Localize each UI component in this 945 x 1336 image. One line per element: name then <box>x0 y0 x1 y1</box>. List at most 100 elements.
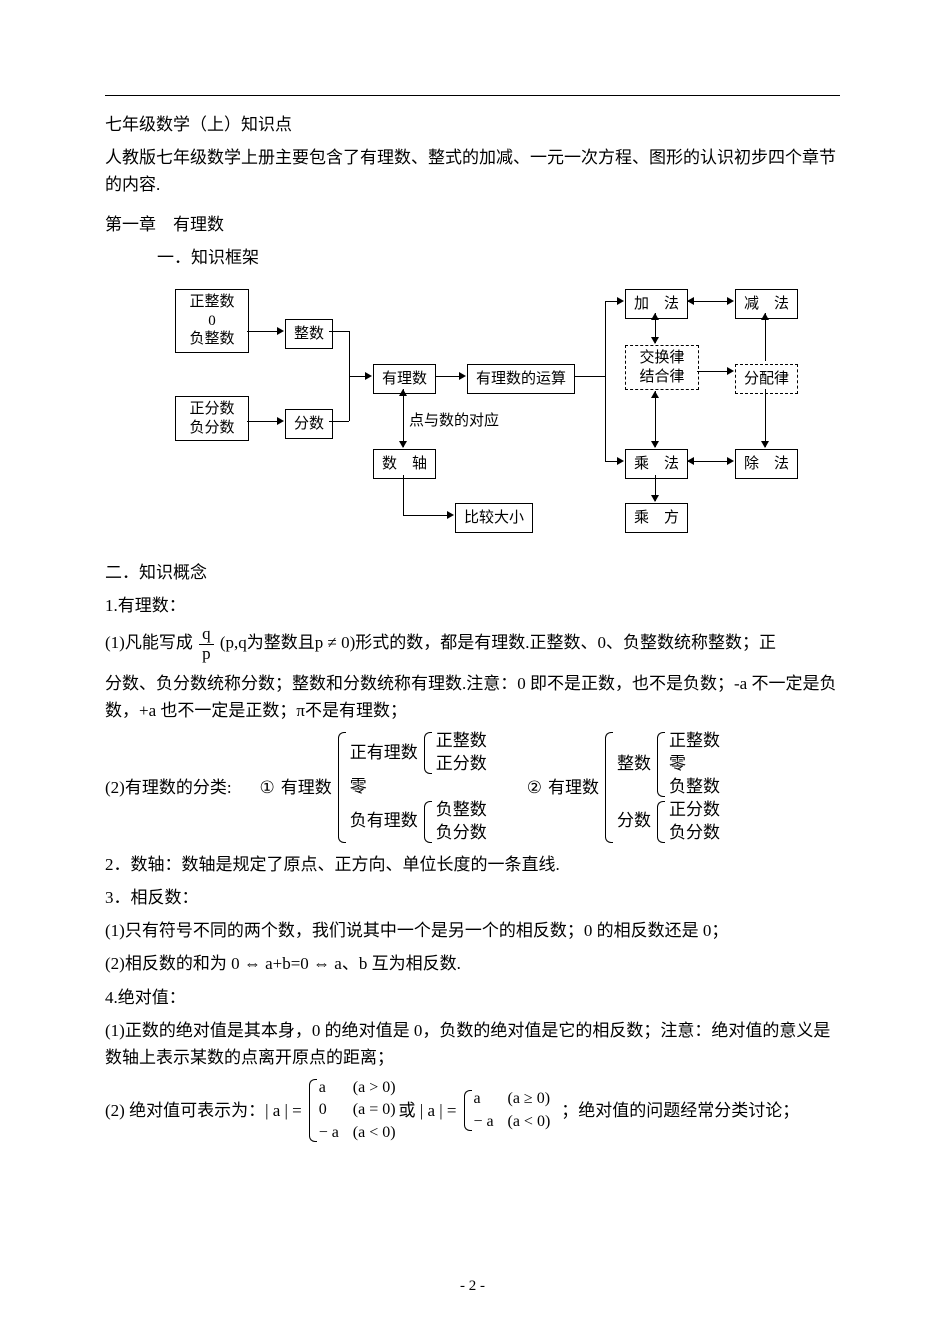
conn <box>403 389 404 447</box>
section-a-heading: 一．知识框架 <box>105 244 840 271</box>
item2: 2．数轴：数轴是规定了原点、正方向、单位长度的一条直线. <box>105 851 840 878</box>
fraction-numerator: q <box>199 625 214 645</box>
text: (1)凡能写成 <box>105 633 197 652</box>
node-f: 比较大小 <box>455 503 533 533</box>
group-label: 正有理数 <box>350 730 420 776</box>
classify-group: 正有理数 正整数 正分数 <box>350 730 487 776</box>
group-label: 分数 <box>617 799 653 845</box>
item3-1: (1)只有符号不同的两个数，我们说其中一个是另一个的相反数；0 的相反数还是 0… <box>105 917 840 944</box>
case-c: (a ≥ 0) <box>508 1088 551 1110</box>
arrow-icon <box>761 441 769 448</box>
abs-cases-2: a(a ≥ 0) − a(a < 0) <box>460 1088 551 1133</box>
conn <box>575 376 605 377</box>
conn <box>435 376 461 377</box>
case-c: (a > 0) <box>353 1077 396 1099</box>
node-mid: 点与数的对应 <box>407 409 501 433</box>
node-a2: 正分数负分数 <box>175 396 249 442</box>
abs-cases-3: a(a > 0) 0(a = 0) − a(a < 0) <box>305 1077 396 1144</box>
text: ；绝对值的问题经常分类讨论； <box>561 1097 799 1124</box>
node-b2: 分数 <box>285 409 333 439</box>
chapter-heading: 第一章 有理数 <box>105 211 840 238</box>
classify-group: 分数 正分数 负分数 <box>617 799 720 845</box>
leaf: 正整数 <box>436 730 487 753</box>
arrow-icon <box>687 297 694 305</box>
conn <box>697 371 729 372</box>
group-label: 零 <box>350 776 487 799</box>
intro-paragraph: 人教版七年级数学上册主要包含了有理数、整式的加减、一元一次方程、图形的认识初步四… <box>105 144 840 198</box>
node-b1: 整数 <box>285 319 333 349</box>
item4-2: (2) 绝对值可表示为：| a | = a(a > 0) 0(a = 0) − … <box>105 1077 840 1144</box>
case-c: (a < 0) <box>508 1111 551 1133</box>
leaf: 负整数 <box>669 776 720 799</box>
leaf: 正分数 <box>669 799 720 822</box>
arrow-icon <box>365 372 372 380</box>
group-label: 整数 <box>617 730 653 799</box>
leaf: 负分数 <box>669 822 720 845</box>
conn <box>403 515 449 516</box>
arrow-icon <box>727 367 734 375</box>
conn <box>765 389 766 447</box>
node-j1: 乘 法 <box>625 449 688 479</box>
item4-1: (1)正数的绝对值是其本身，0 的绝对值是 0，负数的绝对值是它的相反数；注意：… <box>105 1017 840 1071</box>
arrow-icon <box>399 441 407 448</box>
leaf: 正整数 <box>669 730 720 753</box>
arrow-icon <box>399 389 407 396</box>
brace-icon <box>305 1077 317 1144</box>
classify-items: 正有理数 正整数 正分数 零 负有理数 负整数 负分数 <box>350 730 487 845</box>
brace-icon <box>601 730 615 845</box>
arrow-icon <box>447 511 454 519</box>
group-children: 正分数 负分数 <box>669 799 720 845</box>
node-d: 有理数的运算 <box>467 364 575 394</box>
item1-p1: (1)凡能写成 q p (p,q为整数且p ≠ 0)形式的数，都是有理数.正整数… <box>105 625 840 663</box>
fraction-qp: q p <box>199 625 214 663</box>
arrow-icon <box>459 372 466 380</box>
section-b-heading: 二．知识概念 <box>105 559 840 586</box>
arrow-icon <box>651 391 659 398</box>
case-l: a <box>319 1077 353 1099</box>
leaf: 负分数 <box>436 822 487 845</box>
case-l: a <box>474 1088 508 1110</box>
conn <box>329 331 349 332</box>
arrow-icon <box>651 495 659 502</box>
conn <box>605 301 606 461</box>
item3-2: (2)相反数的和为 0 ⇔ a+b=0 ⇔ a、b 互为相反数. <box>105 950 840 977</box>
classify-group: 整数 正整数 零 负整数 <box>617 730 720 799</box>
case-l: 0 <box>319 1099 353 1121</box>
node-j2: 除 法 <box>735 449 798 479</box>
text: (2) 绝对值可表示为：| a | = <box>105 1097 302 1124</box>
classify-group: 负有理数 负整数 负分数 <box>350 799 487 845</box>
brace-icon <box>334 730 348 845</box>
arrow-icon <box>727 297 734 305</box>
case-c: (a < 0) <box>353 1122 396 1144</box>
marker-1: ① <box>260 774 275 801</box>
arrow-icon <box>651 441 659 448</box>
arrow-icon <box>277 327 284 335</box>
group-children: 正整数 零 负整数 <box>669 730 720 799</box>
case-c: (a = 0) <box>353 1099 396 1121</box>
item1-p1c: 分数、负分数统称分数；整数和分数统称有理数.注意：0 即不是正数，也不是负数；-… <box>105 670 840 724</box>
conn <box>247 331 279 332</box>
brace-icon <box>420 730 434 776</box>
conn <box>329 421 349 422</box>
case-l: − a <box>474 1111 508 1133</box>
marker-2: ② <box>527 774 542 801</box>
brace-icon <box>653 730 667 799</box>
brace-icon <box>653 799 667 845</box>
item1-classification-row: (2)有理数的分类: ① 有理数 正有理数 正整数 正分数 零 <box>105 730 840 845</box>
classify-root: 有理数 <box>548 730 601 845</box>
leaf: 正分数 <box>436 753 487 776</box>
classify-items: 整数 正整数 零 负整数 分数 正分数 负分数 <box>617 730 720 845</box>
conn <box>247 421 279 422</box>
cases: a(a > 0) 0(a = 0) − a(a < 0) <box>319 1077 396 1144</box>
classify-1: 有理数 正有理数 正整数 正分数 零 负有理数 <box>281 730 487 845</box>
arrow-icon <box>277 417 284 425</box>
text: 或 | a | = <box>399 1097 457 1124</box>
brace-icon <box>420 799 434 845</box>
item4-title: 4.绝对值： <box>105 984 840 1011</box>
arrow-icon <box>617 457 624 465</box>
conn <box>403 475 404 515</box>
classify-root: 有理数 <box>281 730 334 845</box>
item3-title: 3．相反数： <box>105 884 840 911</box>
classify-2: 有理数 整数 正整数 零 负整数 分数 <box>548 730 720 845</box>
knowledge-diagram: 正整数0负整数 正分数负分数 整数 分数 有理数 有理数的运算 点与数的对应 数… <box>165 281 865 541</box>
